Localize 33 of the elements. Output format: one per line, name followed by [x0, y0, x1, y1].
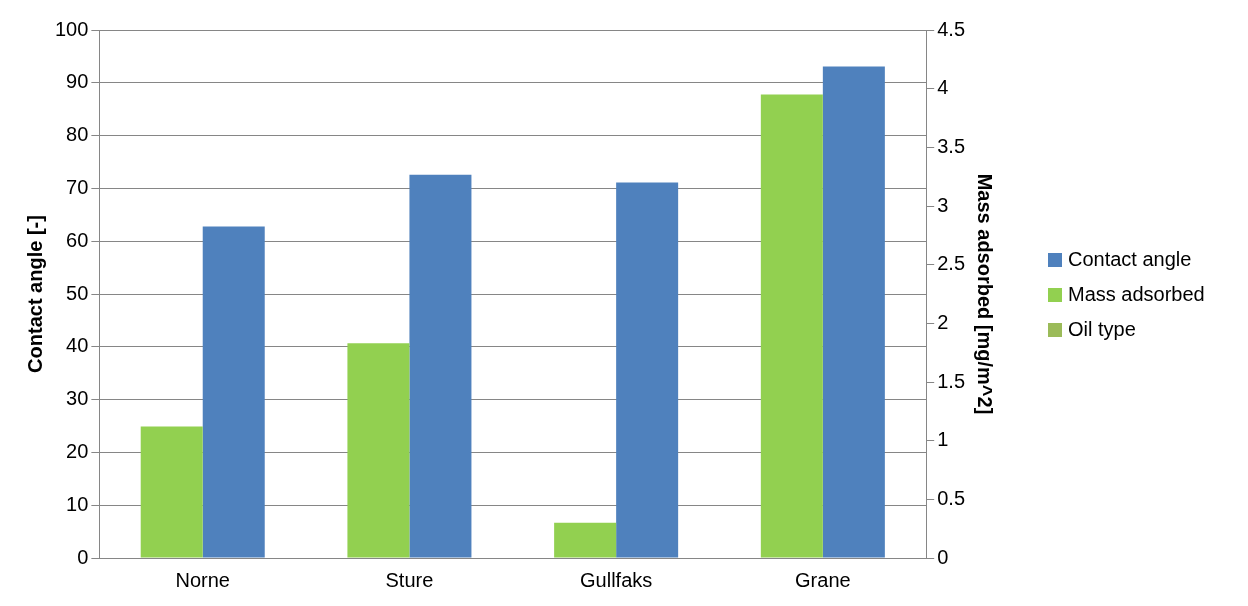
y-tick-label: 20	[66, 439, 89, 462]
y-tick-label: 90	[66, 70, 89, 93]
x-tick-label: Sture	[385, 568, 434, 591]
legend-label: Contact angle	[1067, 248, 1193, 271]
y2-tick-label: 0	[937, 545, 949, 568]
x-tick-label: Norne	[175, 568, 230, 591]
y2-tick-label: 2	[937, 310, 949, 333]
y-tick-label: 60	[66, 228, 89, 251]
y2-tick-label: 0.5	[937, 486, 966, 509]
y-tick-label: 30	[66, 387, 89, 410]
y2-tick-label: 4	[937, 76, 949, 99]
y2-tick-label: 4.5	[937, 17, 966, 40]
y-tick-label: 40	[66, 334, 89, 357]
y-tick-label: 0	[77, 545, 89, 568]
x-tick-label: Grane	[795, 568, 851, 591]
y-tick-label: 70	[66, 175, 89, 198]
bar	[202, 226, 265, 558]
y-tick-label: 80	[66, 123, 89, 146]
y2-axis-title: Mass adsorbed [mg/m^2]	[974, 173, 997, 415]
y2-tick-label: 1.5	[937, 369, 966, 392]
y2-tick-label: 3	[937, 193, 949, 216]
y-tick-label: 50	[66, 281, 89, 304]
x-tick-label: Gullfaks	[580, 568, 653, 591]
y2-tick-label: 2.5	[937, 252, 966, 275]
y-tick-label: 100	[54, 17, 89, 40]
legend-label: Mass adsorbed	[1067, 283, 1205, 306]
bar	[554, 522, 617, 558]
y2-tick-label: 1	[937, 428, 949, 451]
legend-label: Oil type	[1067, 318, 1137, 341]
y-axis-title: Contact angle [-]	[23, 215, 46, 373]
y-tick-label: 10	[66, 492, 89, 515]
y2-tick-label: 3.5	[937, 134, 966, 157]
bar	[616, 182, 679, 558]
